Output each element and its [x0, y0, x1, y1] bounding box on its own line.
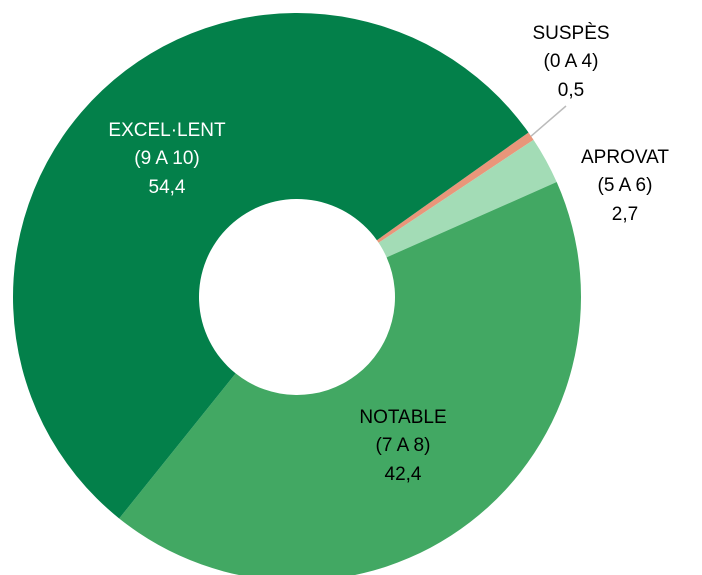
- donut-slice: [119, 182, 581, 575]
- slice-range: (7 A 8): [376, 435, 431, 456]
- slice-label: SUSPÈS: [532, 23, 609, 44]
- slice-range: (9 A 10): [134, 148, 200, 169]
- slice-range: (0 A 4): [544, 51, 599, 72]
- slice-value: 54,4: [149, 177, 186, 198]
- slice-value: 2,7: [612, 204, 638, 225]
- slice-label: EXCEL·LENT: [108, 120, 226, 141]
- donut-slice: [12, 12, 529, 519]
- donut-slice: [378, 139, 557, 258]
- leader-line: [530, 105, 567, 137]
- slice-value: 42,4: [385, 464, 422, 485]
- slice-value: 0,5: [558, 80, 584, 101]
- slice-label: NOTABLE: [359, 407, 446, 428]
- donut-slice: [376, 132, 534, 243]
- slice-range: (5 A 6): [598, 175, 653, 196]
- slice-label: APROVAT: [581, 147, 669, 168]
